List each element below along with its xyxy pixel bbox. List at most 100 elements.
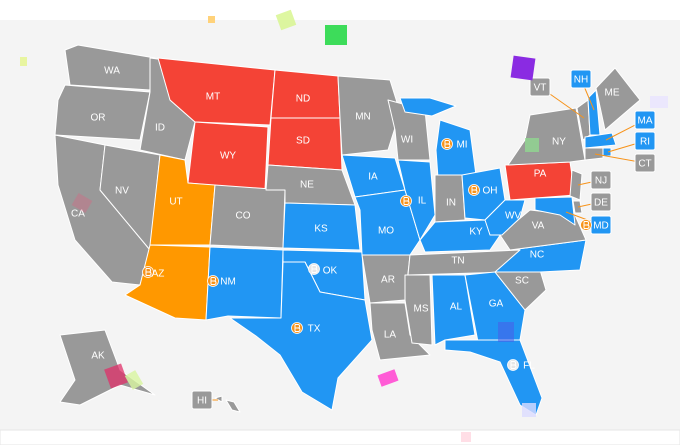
- state: [54, 84, 151, 141]
- confetti-piece: [650, 96, 668, 108]
- state: [64, 44, 156, 91]
- confetti: [20, 9, 668, 442]
- confetti-piece: [510, 55, 536, 81]
- state: [157, 57, 276, 126]
- state-label: AR: [381, 275, 395, 286]
- state-label: ID: [155, 123, 165, 134]
- state: [584, 132, 617, 149]
- bitcoin-glyph: [210, 277, 217, 285]
- callout-box: [590, 192, 612, 212]
- state-label: NE: [300, 180, 314, 191]
- callout-box: [590, 170, 612, 190]
- state-label: FL: [523, 361, 535, 372]
- state: [225, 399, 241, 413]
- state-label: OK: [323, 266, 338, 277]
- state: [214, 395, 223, 403]
- callout-box: [634, 131, 656, 151]
- state: [572, 200, 583, 214]
- state-label: NC: [530, 250, 544, 261]
- confetti-piece: [522, 403, 536, 417]
- state-label: LA: [384, 330, 397, 341]
- state-label: PA: [534, 169, 547, 180]
- state-label: AZ: [152, 269, 165, 280]
- bitcoin-glyph: [444, 140, 451, 148]
- state-label: IL: [418, 196, 427, 207]
- state-label: MN: [355, 112, 371, 123]
- state-label: WV: [505, 211, 521, 222]
- state-label: OR: [91, 113, 106, 124]
- state: [434, 174, 466, 223]
- confetti-piece: [20, 57, 27, 66]
- state: [499, 209, 587, 251]
- state: [337, 75, 401, 156]
- state: [282, 202, 361, 251]
- state-label: RI: [640, 137, 650, 148]
- confetti-piece: [104, 363, 128, 389]
- state-label: MD: [593, 221, 609, 232]
- state-label: KY: [469, 227, 483, 238]
- confetti-piece: [325, 25, 347, 45]
- state-label: MA: [638, 116, 653, 127]
- state-label: TN: [451, 256, 464, 267]
- state: [397, 159, 436, 241]
- callout-box: [191, 390, 213, 410]
- callout-box: [529, 77, 551, 97]
- state: [444, 339, 543, 416]
- confetti-piece: [525, 138, 539, 152]
- state-label: VT: [534, 83, 547, 94]
- state-label: NM: [220, 277, 236, 288]
- state-label: AK: [91, 351, 105, 362]
- state: [404, 274, 433, 346]
- bitcoin-glyph: [403, 197, 410, 205]
- state: [399, 97, 457, 117]
- state-label: OH: [483, 186, 498, 197]
- state-label: SC: [515, 276, 529, 287]
- bottom-panel: [0, 429, 680, 445]
- callout-box: [634, 110, 656, 130]
- bitcoin-glyph: [471, 186, 478, 194]
- callout-box: [634, 153, 656, 173]
- state-label: WA: [104, 66, 120, 77]
- bitcoin-glyph: [294, 324, 301, 332]
- state-label: TX: [308, 324, 321, 335]
- state-label: CT: [638, 159, 651, 170]
- state-label: MS: [414, 304, 429, 315]
- bitcoin-glyph: [510, 361, 517, 369]
- state-label: MT: [206, 92, 220, 103]
- confetti-piece: [275, 9, 297, 31]
- state-label: WI: [401, 135, 413, 146]
- confetti-piece: [461, 432, 471, 442]
- confetti-piece: [71, 192, 93, 214]
- state-label: NY: [552, 137, 566, 148]
- state: [584, 147, 604, 161]
- confetti-piece: [498, 322, 514, 342]
- state: [205, 246, 284, 321]
- state-label: SD: [296, 136, 310, 147]
- states: WA OR CA NV ID MT WY UT AZ CO NM ND SD NE KS OK TX MN IA MO…: [54, 44, 656, 416]
- confetti-piece: [377, 369, 399, 387]
- state-label: NH: [574, 75, 588, 86]
- state-label: VA: [532, 221, 545, 232]
- state-label: HI: [197, 396, 207, 407]
- state-label: AL: [450, 302, 463, 313]
- state-label: CO: [236, 211, 251, 222]
- state-label: ND: [296, 94, 310, 105]
- state-label: ME: [605, 88, 620, 99]
- state-label: GA: [489, 299, 504, 310]
- bitcoin-glyph: [583, 221, 590, 229]
- state-label: CA: [71, 209, 85, 220]
- state-label: NJ: [595, 176, 607, 187]
- state: [484, 199, 526, 236]
- bitcoin-glyph: [311, 265, 318, 273]
- state-label: MO: [378, 226, 394, 237]
- state-label: UT: [169, 197, 182, 208]
- state: [595, 67, 641, 131]
- state: [431, 274, 476, 346]
- state-label: DE: [594, 198, 608, 209]
- state-label: IN: [446, 198, 456, 209]
- confetti-piece: [208, 16, 215, 23]
- state-label: NV: [115, 186, 129, 197]
- bitcoin-glyph: [145, 268, 152, 276]
